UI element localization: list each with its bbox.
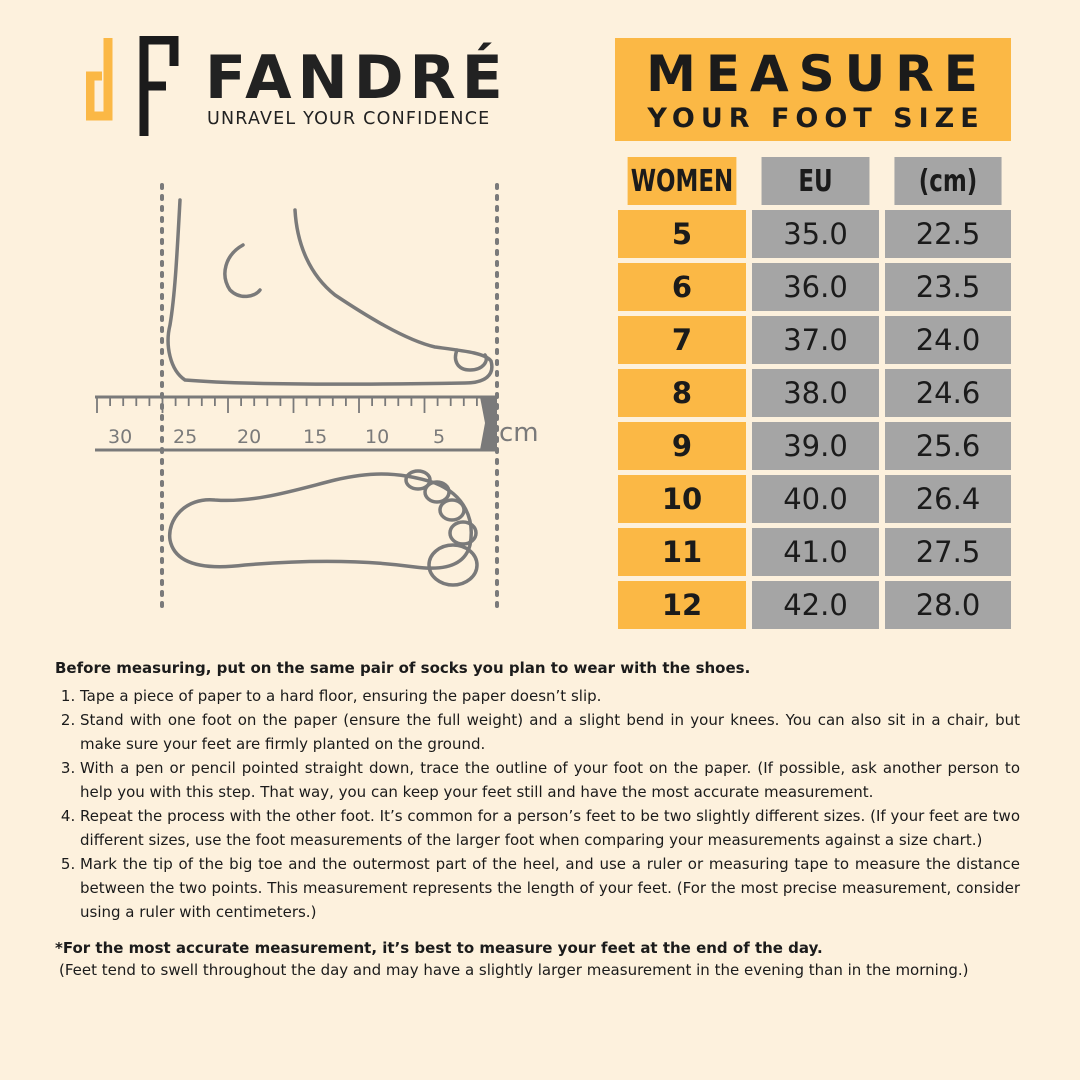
cm-length-cell: 28.0 [885,581,1011,629]
cm-length-cell: 23.5 [885,263,1011,311]
table-row: 12 42.0 28.0 [618,581,1011,629]
us-size-cell: 11 [618,528,746,576]
cm-length-cell: 25.6 [885,422,1011,470]
instruction-step: Repeat the process with the other foot. … [80,804,1020,852]
header-eu: EU [761,157,870,205]
table-row: 11 41.0 27.5 [618,528,1011,576]
cm-length-cell: 22.5 [885,210,1011,258]
eu-size-cell: 42.0 [752,581,879,629]
title-line-1: MEASURE [646,45,988,103]
ruler [95,395,497,452]
us-size-cell: 9 [618,422,746,470]
us-size-cell: 10 [618,475,746,523]
ruler-label: 15 [303,426,327,448]
foot-measuring-illustration: 30 25 20 15 10 5 cm [95,183,539,612]
cm-length-cell: 24.6 [885,369,1011,417]
table-row: 10 40.0 26.4 [618,475,1011,523]
instruction-step: Tape a piece of paper to a hard floor, e… [80,684,1020,708]
eu-size-cell: 35.0 [752,210,879,258]
instruction-step: Stand with one foot on the paper (ensure… [80,708,1020,756]
title-line-2: YOUR FOOT SIZE [647,103,985,134]
table-header-row: WOMEN EU (cm) [618,157,1011,205]
footnote-bold: *For the most accurate measurement, it’s… [55,939,823,957]
table-row: 8 38.0 24.6 [618,369,1011,417]
brand-logo-icon [86,36,179,136]
eu-size-cell: 37.0 [752,316,879,364]
measuring-instructions: Before measuring, put on the same pair o… [55,656,1020,980]
eu-size-cell: 40.0 [752,475,879,523]
eu-size-cell: 41.0 [752,528,879,576]
instruction-step: Mark the tip of the big toe and the oute… [80,852,1020,924]
foot-sole-view [168,469,479,587]
ruler-label: 25 [173,426,197,448]
title-banner: MEASURE YOUR FOOT SIZE [615,38,1011,141]
us-size-cell: 5 [618,210,746,258]
instructions-intro: Before measuring, put on the same pair o… [55,659,751,677]
table-row: 5 35.0 22.5 [618,210,1011,258]
brand-tagline: UNRAVEL YOUR CONFIDENCE [207,109,491,129]
ruler-label: 5 [433,426,445,448]
ruler-label: 20 [237,426,261,448]
header-cm: (cm) [894,157,1002,205]
footnote: *For the most accurate measurement, it’s… [55,936,1020,980]
ruler-label: 10 [365,426,389,448]
us-size-cell: 8 [618,369,746,417]
header-women: WOMEN [627,157,737,205]
eu-size-cell: 36.0 [752,263,879,311]
footnote-detail: (Feet tend to swell throughout the day a… [59,961,969,979]
cm-length-cell: 26.4 [885,475,1011,523]
table-row: 6 36.0 23.5 [618,263,1011,311]
eu-size-cell: 38.0 [752,369,879,417]
size-table: WOMEN EU (cm) 5 35.0 22.5 6 36.0 23.5 7 37.0 24.… [618,157,1011,634]
table-row: 7 37.0 24.0 [618,316,1011,364]
instructions-steps: Tape a piece of paper to a hard floor, e… [55,684,1020,924]
us-size-cell: 6 [618,263,746,311]
table-row: 9 39.0 25.6 [618,422,1011,470]
ruler-label: 30 [108,426,132,448]
brand-name: FANDRÉ [205,43,509,113]
ruler-unit: cm [499,418,539,448]
us-size-cell: 7 [618,316,746,364]
cm-length-cell: 24.0 [885,316,1011,364]
instruction-step: With a pen or pencil pointed straight do… [80,756,1020,804]
cm-length-cell: 27.5 [885,528,1011,576]
foot-side-view [166,198,494,386]
us-size-cell: 12 [618,581,746,629]
eu-size-cell: 39.0 [752,422,879,470]
